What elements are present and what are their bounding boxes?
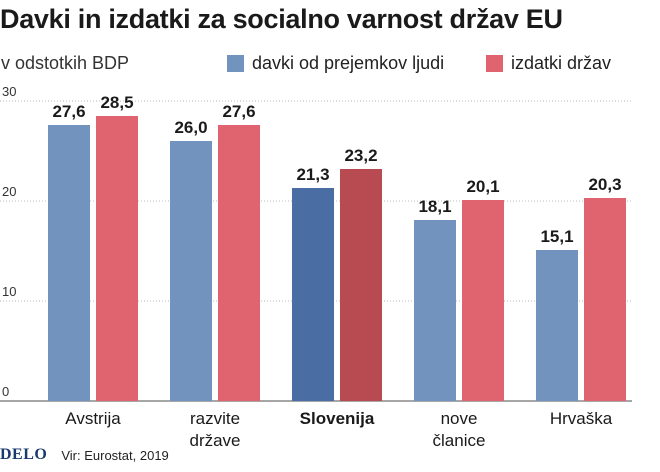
bar-taxes (292, 188, 334, 401)
source-footer: DELO Vir: Eurostat, 2019 (0, 446, 169, 464)
x-category-label: Hrvaška (550, 409, 613, 428)
y-tick-label: 30 (2, 84, 16, 99)
data-label: 15,1 (540, 227, 573, 246)
data-label: 27,6 (52, 102, 85, 121)
legend-label-taxes: davki od prejemkov ljudi (252, 53, 445, 73)
x-category-label: članice (433, 431, 486, 450)
legend-label-spending: izdatki držav (511, 53, 612, 73)
x-category-label: nove (441, 409, 478, 428)
legend-swatch-taxes (227, 55, 244, 72)
x-category-label: Slovenija (300, 409, 375, 428)
chart-title: Davki in izdatki za socialno varnost drž… (0, 4, 563, 34)
bar-spending (218, 125, 260, 401)
data-label: 20,3 (588, 175, 621, 194)
y-tick-label: 20 (2, 184, 16, 199)
y-tick-label: 10 (2, 284, 16, 299)
bar-spending (340, 169, 382, 401)
bar-spending (584, 198, 626, 401)
source-text: Vir: Eurostat, 2019 (61, 447, 169, 463)
x-category-label: države (189, 431, 240, 450)
data-label: 28,5 (100, 93, 133, 112)
bar-spending (96, 116, 138, 401)
delo-logo: DELO (0, 446, 48, 463)
legend-item-spending: izdatki držav (486, 53, 611, 74)
x-category-label: razvite (190, 409, 240, 428)
data-label: 18,1 (418, 197, 451, 216)
bar-taxes (48, 125, 90, 401)
chart-subtitle: v odstotkih BDP (1, 53, 130, 73)
y-tick-label: 0 (2, 384, 9, 399)
x-category-label: Avstrija (65, 409, 121, 428)
bar-taxes (414, 220, 456, 401)
data-label: 20,1 (466, 177, 499, 196)
data-label: 27,6 (222, 102, 255, 121)
data-label: 21,3 (296, 165, 329, 184)
data-label: 26,0 (174, 118, 207, 137)
bar-taxes (536, 250, 578, 401)
bar-spending (462, 200, 504, 401)
legend-swatch-spending (486, 55, 503, 72)
legend-item-taxes: davki od prejemkov ljudi (227, 53, 444, 74)
bar-taxes (170, 141, 212, 401)
data-label: 23,2 (344, 146, 377, 165)
